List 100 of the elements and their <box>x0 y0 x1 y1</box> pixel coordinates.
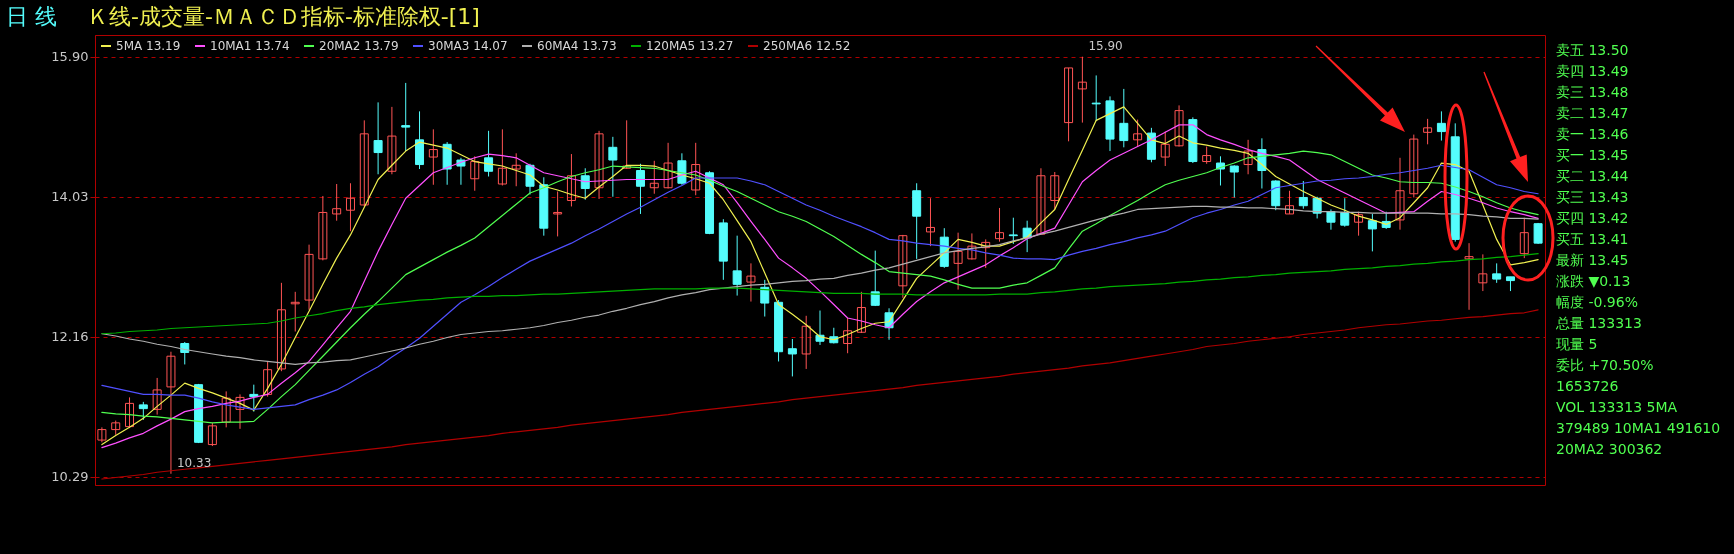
candlestick <box>760 279 770 318</box>
candlestick <box>318 195 328 261</box>
candlestick <box>207 422 217 447</box>
candlestick <box>1492 262 1502 284</box>
candlestick <box>125 396 135 429</box>
text: 卖五 13.50 <box>1556 41 1630 60</box>
text: 买一 13.45 <box>1556 146 1630 165</box>
candlestick <box>373 101 383 175</box>
text: 1653726 <box>1556 377 1620 396</box>
candlestick <box>566 153 576 207</box>
candlestick <box>1519 217 1529 259</box>
candlestick <box>263 360 273 398</box>
candlestick <box>1423 118 1433 145</box>
candlestick <box>235 393 245 430</box>
text: 卖一 13.46 <box>1556 125 1630 144</box>
candlestick <box>401 82 411 152</box>
legend-label: 120MA5 13.27 <box>646 39 734 53</box>
candlestick <box>981 238 991 269</box>
candlestick <box>1133 119 1143 148</box>
text: 涨跌 ▼0.13 <box>1556 272 1632 291</box>
candlestick <box>511 152 521 187</box>
text: 卖二 13.47 <box>1556 104 1630 123</box>
candlestick <box>97 426 107 443</box>
legend-label: 30MA3 14.07 <box>428 39 508 53</box>
candlestick <box>608 136 618 198</box>
candlestick <box>732 235 742 297</box>
candlestick <box>856 291 866 334</box>
candlestick <box>580 167 590 201</box>
annotation: 15.90 <box>1088 38 1123 53</box>
candlestick <box>359 119 369 207</box>
candlestick <box>1464 242 1474 311</box>
text: 买二 13.44 <box>1556 167 1630 186</box>
candlestick <box>332 183 342 222</box>
candlestick <box>995 207 1005 243</box>
candlestick <box>787 338 797 377</box>
candlestick <box>898 234 908 299</box>
candlestick <box>290 291 300 333</box>
y-tick-label: 15.90 <box>51 49 89 65</box>
candlestick <box>304 244 314 311</box>
candlestick <box>1326 208 1336 231</box>
y-tick-label: 10.29 <box>51 469 89 485</box>
text: 现量 5 <box>1556 335 1599 354</box>
candlestick <box>649 160 659 195</box>
candlestick <box>428 128 438 186</box>
candlestick <box>1008 217 1018 245</box>
candlestick <box>497 128 507 186</box>
text: 买四 13.42 <box>1556 209 1630 228</box>
candlestick <box>691 142 701 196</box>
candlestick <box>1478 253 1488 292</box>
candlestick <box>1174 104 1184 148</box>
candlestick <box>1229 164 1239 198</box>
candlestick <box>470 155 480 192</box>
text: VOL 133313 5MA 379489 10MA1 491610 20MA2 300362 <box>1556 398 1722 459</box>
candlestick <box>843 317 853 354</box>
legend-label: 60MA4 13.73 <box>537 39 617 53</box>
text: 买三 13.43 <box>1556 188 1630 207</box>
candlestick <box>1160 131 1170 167</box>
legend-label: 20MA2 13.79 <box>319 39 399 53</box>
candlestick <box>1367 213 1377 252</box>
candlestick <box>1354 211 1364 237</box>
candlestick <box>166 351 176 475</box>
annotation: 10.33 <box>176 455 212 470</box>
legend-label: 5MA 13.19 <box>116 39 181 53</box>
candlestick <box>925 197 935 247</box>
candlestick <box>801 315 811 370</box>
candlestick <box>1064 67 1074 142</box>
legend-label: 10MA1 13.74 <box>210 39 290 53</box>
candlestick <box>1298 180 1308 210</box>
candlestick <box>953 232 963 291</box>
text: 幅度 -0.96% <box>1556 293 1639 312</box>
candlestick <box>1409 134 1419 198</box>
candlestick <box>1050 171 1060 210</box>
candlestick <box>1340 197 1350 228</box>
candlestick <box>1285 190 1295 215</box>
candlestick <box>484 130 494 178</box>
candlestick <box>1395 157 1405 231</box>
text: 最新 13.45 <box>1556 251 1630 270</box>
candlestick <box>967 232 977 261</box>
candlestick <box>1436 110 1446 142</box>
candlestick <box>152 377 162 416</box>
candlestick <box>553 190 563 237</box>
text: 卖三 13.48 <box>1556 83 1630 102</box>
candlestick <box>663 142 673 189</box>
y-tick-label: 14.03 <box>51 189 89 205</box>
candlestick <box>345 182 355 232</box>
candlestick <box>221 390 231 428</box>
candlestick <box>746 262 756 303</box>
text: 总量 133313 <box>1556 314 1643 333</box>
candlestick <box>1243 139 1253 175</box>
y-tick-label: 12.16 <box>51 329 89 345</box>
candlestick <box>1077 56 1087 124</box>
text: 买五 13.41 <box>1556 230 1630 249</box>
candlestick <box>622 119 632 170</box>
candlestick <box>387 106 397 175</box>
candlestick <box>635 163 645 215</box>
legend-label: 250MA6 12.52 <box>763 39 851 53</box>
chart-title: Ｋ线-成交量-ＭＡＣＤ指标-标准除权-[1] <box>87 4 480 29</box>
candlestick <box>276 282 286 372</box>
text: 卖四 13.49 <box>1556 62 1630 81</box>
candlestick <box>1119 88 1129 148</box>
